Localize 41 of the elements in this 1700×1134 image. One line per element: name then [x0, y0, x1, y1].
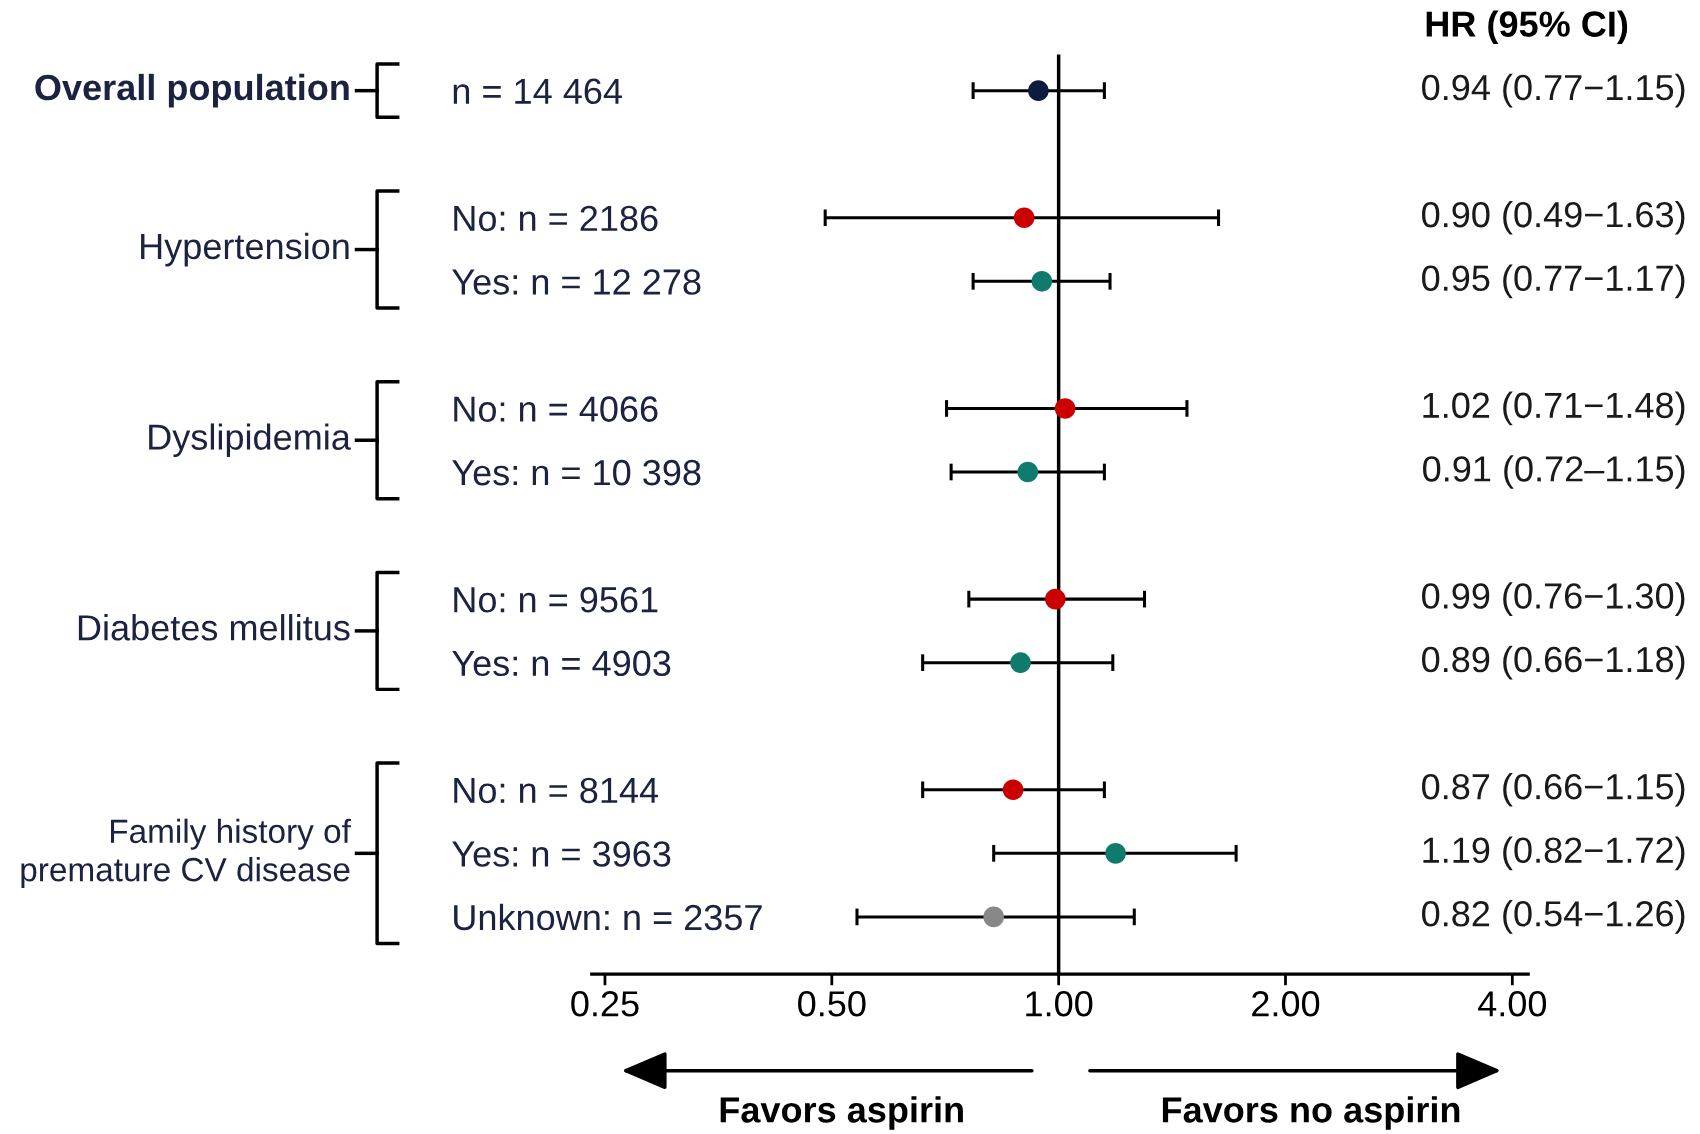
text: Favors aspirin: [720, 1096, 963, 1130]
x-tick-label: 0.25: [571, 991, 639, 1017]
point: [1013, 207, 1035, 229]
y-tick-label: No: n = 2186: [454, 205, 658, 232]
y-tick-label: Yes: n = 12 278: [452, 269, 701, 295]
point: [1031, 271, 1053, 292]
data-label: 1.02 (0.71−1.48): [1423, 391, 1685, 426]
data-label: 0.82 (0.54−1.26): [1422, 900, 1685, 934]
y-tick-label: Unknown: n = 2357: [454, 903, 762, 931]
data-label: 0.94 (0.77−1.15): [1422, 73, 1685, 108]
point: [1010, 652, 1031, 673]
point: [1017, 461, 1039, 483]
point: [1045, 588, 1066, 610]
x-tick-label: 0.50: [798, 991, 866, 1017]
text: Diabetes mellitus: [78, 614, 350, 641]
data-label: 0.99 (0.76−1.30): [1422, 582, 1685, 616]
point: [1028, 80, 1049, 101]
y-tick-label: No: n = 9561: [454, 586, 658, 613]
y-tick-label: Yes: n = 4903: [452, 650, 671, 677]
y-tick-label: Yes: n = 3963: [452, 841, 671, 867]
y-tick-label: Yes: n = 10 398: [452, 459, 701, 486]
y-tick-label: n = 14 464: [453, 78, 622, 105]
text: Family history of premature CV disease: [21, 818, 351, 889]
y-tick-label: No: n = 4066: [454, 396, 658, 422]
text: HR (95% CI): [1426, 10, 1628, 45]
x-tick-label: 4.00: [1478, 991, 1547, 1017]
point: [1054, 398, 1076, 419]
data-label: 0.95 (0.77−1.17): [1422, 264, 1685, 299]
x-tick-label: 2.00: [1252, 991, 1320, 1017]
text: Dyslipidemia: [149, 423, 351, 458]
text: Favors no aspirin: [1162, 1096, 1460, 1130]
data-label: 1.19 (0.82−1.72): [1423, 836, 1685, 871]
x-tick-label: 1.00: [1026, 991, 1093, 1017]
text: Overall population: [35, 73, 349, 108]
data-label: 0.90 (0.49−1.63): [1422, 200, 1685, 235]
text: Hypertension: [141, 232, 349, 267]
data-label: 0.89 (0.66−1.18): [1422, 645, 1685, 680]
data-label: 0.91 (0.72–1.15): [1423, 455, 1685, 489]
data-label: 0.87 (0.66−1.15): [1422, 772, 1685, 807]
y-tick-label: No: n = 8144: [454, 777, 659, 804]
point: [1002, 779, 1024, 801]
